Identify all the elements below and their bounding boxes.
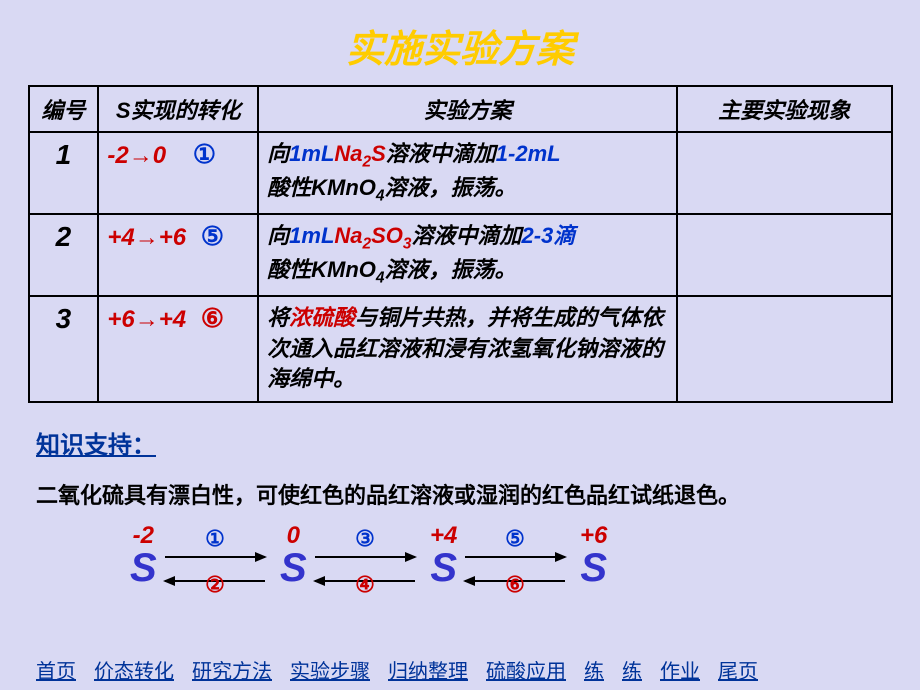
plan-sub: 2 — [363, 235, 372, 252]
plan-text: 将 — [267, 305, 289, 330]
trans-circle: ① — [193, 139, 216, 170]
trans-circle: ⑤ — [201, 221, 224, 252]
nav-link[interactable]: 硫酸应用 — [486, 661, 566, 683]
plan-highlight: 浓硫酸 — [289, 305, 355, 330]
knowledge-text: 二氧化硫具有漂白性，可使红色的品红溶液或湿润的红色品红试纸退色。 — [36, 478, 920, 510]
table-row: 2 +4→+6 ⑤ 向1mLNa2SO3溶液中滴加2-3滴 酸性KMnO4溶液，… — [29, 214, 892, 296]
trans-from: +4 — [107, 224, 134, 251]
nav-link[interactable]: 实验步骤 — [290, 661, 370, 683]
plan-chem: KMnO — [311, 175, 376, 200]
slide-title: 实施实验方案 — [0, 0, 920, 85]
table-row: 1 -2→0 ① 向1mLNa2S溶液中滴加1-2mL 酸性KMnO4溶液，振荡… — [29, 132, 892, 214]
cell-num-3: 3 — [29, 296, 99, 402]
trans-from: +6 — [107, 306, 134, 333]
plan-chem: S — [371, 141, 386, 166]
cell-num-2: 2 — [29, 214, 99, 296]
plan-chem: KMnO — [311, 257, 376, 282]
plan-vol: 1-2mL — [496, 141, 561, 166]
trans-to: 0 — [153, 142, 166, 169]
cell-phenom-2 — [677, 214, 891, 296]
plan-text: 向 — [267, 141, 289, 166]
plan-vol: 2-3滴 — [521, 223, 575, 248]
cell-trans-3: +6→+4 ⑥ — [98, 296, 258, 402]
nav-link[interactable]: 首页 — [36, 661, 76, 683]
plan-chem: Na — [334, 223, 362, 248]
trans-circle: ⑥ — [201, 303, 224, 334]
trans-arrow: → — [135, 306, 159, 333]
plan-text: 溶液中滴加 — [411, 223, 521, 248]
sulfur-state: -2S — [130, 522, 157, 586]
bottom-nav: 首页价态转化研究方法实验步骤归纳整理硫酸应用练练作业尾页 — [36, 655, 776, 684]
plan-chem: Na — [334, 141, 362, 166]
plan-text: 向 — [267, 223, 289, 248]
plan-text: 酸性 — [267, 257, 311, 282]
knowledge-section: 知识支持： 二氧化硫具有漂白性，可使红色的品红溶液或湿润的红色品红试纸退色。 — [36, 425, 920, 510]
plan-chem: SO — [371, 223, 403, 248]
header-transformation: S实现的转化 — [98, 86, 258, 132]
plan-text: 酸性 — [267, 175, 311, 200]
plan-text: 溶液中滴加 — [386, 141, 496, 166]
plan-sub: 2 — [363, 153, 372, 170]
knowledge-title: 知识支持： — [36, 425, 920, 460]
header-phenomenon: 主要实验现象 — [677, 86, 891, 132]
table-row: 3 +6→+4 ⑥ 将浓硫酸与铜片共热，并将生成的气体依次通入品红溶液和浸有浓氢… — [29, 296, 892, 402]
reaction-arrow-pair: ③④ — [315, 552, 415, 586]
sulfur-state: 0S — [280, 522, 307, 586]
nav-link[interactable]: 归纳整理 — [388, 661, 468, 683]
nav-link[interactable]: 尾页 — [718, 661, 758, 683]
trans-arrow: → — [129, 142, 153, 169]
header-num: 编号 — [29, 86, 99, 132]
trans-to: +6 — [159, 224, 186, 251]
nav-link[interactable]: 练 — [584, 661, 604, 683]
cell-plan-2: 向1mLNa2SO3溶液中滴加2-3滴 酸性KMnO4溶液，振荡。 — [258, 214, 677, 296]
trans-arrow: → — [135, 224, 159, 251]
cell-phenom-3 — [677, 296, 891, 402]
table-header-row: 编号 S实现的转化 实验方案 主要实验现象 — [29, 86, 892, 132]
plan-text: 溶液，振荡。 — [384, 257, 516, 282]
header-plan: 实验方案 — [258, 86, 677, 132]
nav-link[interactable]: 作业 — [660, 661, 700, 683]
nav-link[interactable]: 练 — [622, 661, 642, 683]
sulfur-states-diagram: -2S 0S +4S +6S ①② ③④ ⑤⑥ — [100, 522, 820, 622]
cell-trans-2: +4→+6 ⑤ — [98, 214, 258, 296]
cell-plan-1: 向1mLNa2S溶液中滴加1-2mL 酸性KMnO4溶液，振荡。 — [258, 132, 677, 214]
plan-text: 溶液，振荡。 — [384, 175, 516, 200]
experiment-table: 编号 S实现的转化 实验方案 主要实验现象 1 -2→0 ① 向1mLNa2S溶… — [28, 85, 893, 403]
reaction-arrow-pair: ⑤⑥ — [465, 552, 565, 586]
reaction-arrow-pair: ①② — [165, 552, 265, 586]
cell-plan-3: 将浓硫酸与铜片共热，并将生成的气体依次通入品红溶液和浸有浓氢氧化钠溶液的海绵中。 — [258, 296, 677, 402]
cell-trans-1: -2→0 ① — [98, 132, 258, 214]
nav-link[interactable]: 价态转化 — [94, 661, 174, 683]
nav-link[interactable]: 研究方法 — [192, 661, 272, 683]
plan-vol: 1mL — [289, 223, 334, 248]
cell-num-1: 1 — [29, 132, 99, 214]
trans-to: +4 — [159, 306, 186, 333]
plan-vol: 1mL — [289, 141, 334, 166]
trans-from: -2 — [107, 142, 128, 169]
cell-phenom-1 — [677, 132, 891, 214]
sulfur-state: +4S — [430, 522, 457, 586]
sulfur-state: +6S — [580, 522, 607, 586]
